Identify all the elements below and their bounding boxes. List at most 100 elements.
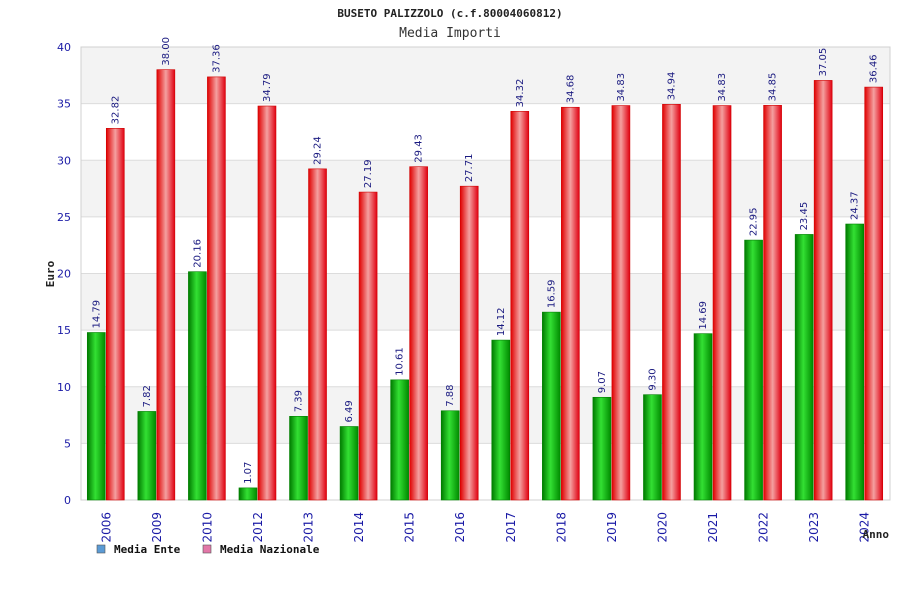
x-tick-label: 2016 <box>453 512 467 543</box>
bar-media-ente <box>491 339 511 501</box>
x-tick-label: 2017 <box>504 512 518 543</box>
data-label: 29.24 <box>313 136 324 165</box>
y-tick-label: 5 <box>64 437 71 450</box>
x-tick-label: 2023 <box>807 512 821 543</box>
bar-media-nazionale <box>712 105 732 501</box>
bar-media-ente <box>845 223 865 501</box>
data-label: 7.88 <box>445 384 456 406</box>
data-label: 1.07 <box>243 462 254 484</box>
y-tick-label: 20 <box>57 268 71 281</box>
bar-media-ente <box>592 396 612 501</box>
x-tick-label: 2019 <box>605 512 619 543</box>
bar-media-nazionale <box>409 166 428 501</box>
y-axis-ticks: 0 5 10 15 20 25 30 35 40 <box>57 41 71 507</box>
bar-media-ente <box>137 411 157 501</box>
bar-media-ente <box>440 410 460 501</box>
bar-media-nazionale <box>156 69 176 501</box>
x-tick-label: 2014 <box>352 512 366 543</box>
bar-media-nazionale <box>207 76 226 501</box>
bar-media-ente <box>238 487 258 501</box>
bar-media-nazionale <box>257 105 277 501</box>
data-label: 29.43 <box>414 134 425 163</box>
data-label: 37.05 <box>818 48 829 77</box>
y-tick-label: 35 <box>57 98 71 111</box>
data-label: 9.30 <box>647 368 658 390</box>
y-tick-label: 25 <box>57 211 71 224</box>
data-label: 34.94 <box>666 72 677 101</box>
x-tick-label: 2018 <box>554 512 568 543</box>
x-tick-label: 2024 <box>858 512 872 543</box>
bar-media-ente <box>339 426 359 501</box>
y-tick-label: 10 <box>57 381 71 394</box>
bar-media-ente <box>542 311 561 501</box>
x-tick-label: 2010 <box>200 512 214 543</box>
y-tick-label: 40 <box>57 41 71 54</box>
legend-label-media-nazionale: Media Nazionale <box>220 543 320 556</box>
bar-media-nazionale <box>864 86 884 501</box>
chart-title: BUSETO PALIZZOLO (c.f.80004060812) <box>337 7 562 20</box>
plot-frame <box>80 46 891 501</box>
data-label: 34.83 <box>717 73 728 102</box>
legend-swatch-media-ente <box>96 544 106 554</box>
x-tick-label: 2020 <box>655 512 669 543</box>
bar-media-nazionale <box>662 104 681 501</box>
bar-media-nazionale <box>813 80 833 501</box>
bar-media-nazionale <box>510 111 530 501</box>
data-label: 22.95 <box>749 207 760 236</box>
data-label: 34.85 <box>768 73 779 102</box>
bar-media-nazionale <box>105 128 125 501</box>
x-tick-label: 2013 <box>302 512 316 543</box>
bar-media-nazionale <box>358 191 378 501</box>
data-label: 16.59 <box>546 279 557 308</box>
y-tick-label: 15 <box>57 324 71 337</box>
bar-media-ente <box>390 379 409 501</box>
x-axis-label: Anno <box>863 528 890 541</box>
bar-media-ente <box>643 394 662 501</box>
bar-media-ente <box>289 416 308 501</box>
bar-media-ente <box>86 332 106 501</box>
legend-label-media-ente: Media Ente <box>114 543 181 556</box>
bar-media-ente <box>744 239 763 501</box>
y-tick-label: 0 <box>64 494 71 507</box>
data-label: 27.71 <box>464 154 475 183</box>
data-label: 32.82 <box>110 96 121 125</box>
x-axis-ticks: 2006 2009 2010 2012 2013 2014 2015 2016 2017 2018… <box>99 512 871 543</box>
x-tick-label: 2009 <box>150 512 164 543</box>
data-label: 27.19 <box>363 159 374 188</box>
legend-swatch-media-nazionale <box>202 544 212 554</box>
chart-subtitle: Media Importi <box>399 26 501 41</box>
bar-media-nazionale <box>611 105 631 501</box>
data-label: 34.79 <box>262 73 273 102</box>
data-label: 14.69 <box>698 301 709 330</box>
data-label: 34.83 <box>616 73 627 102</box>
x-tick-label: 2006 <box>99 512 113 543</box>
data-label: 6.49 <box>344 400 355 422</box>
data-label: 14.12 <box>496 307 507 336</box>
legend: Media Ente Media Nazionale <box>96 543 320 556</box>
bar-media-nazionale <box>561 106 580 501</box>
bar-media-ente <box>693 333 713 501</box>
bar-media-nazionale <box>308 168 327 501</box>
y-tick-label: 30 <box>57 154 71 167</box>
data-label: 10.61 <box>395 347 406 376</box>
bars <box>86 69 884 501</box>
bar-media-nazionale <box>459 185 479 501</box>
data-label: 34.32 <box>515 79 526 108</box>
data-label: 7.82 <box>142 385 153 407</box>
x-tick-label: 2015 <box>403 512 417 543</box>
bar-media-ente <box>188 271 207 501</box>
data-label: 24.37 <box>850 191 861 220</box>
bar-media-ente <box>794 234 814 501</box>
x-tick-label: 2012 <box>251 512 265 543</box>
value-labels: 14.79 32.82 7.82 38.00 20.16 37.36 1.07 34.79 7.… <box>91 37 879 484</box>
data-label: 14.79 <box>91 300 102 329</box>
bar-media-nazionale <box>763 105 782 501</box>
data-label: 9.07 <box>597 371 608 393</box>
data-label: 36.46 <box>869 54 880 83</box>
x-tick-label: 2022 <box>757 512 771 543</box>
y-axis-label: Euro <box>44 260 57 287</box>
data-label: 37.36 <box>211 44 222 73</box>
data-label: 20.16 <box>192 239 203 268</box>
data-label: 38.00 <box>161 37 172 66</box>
